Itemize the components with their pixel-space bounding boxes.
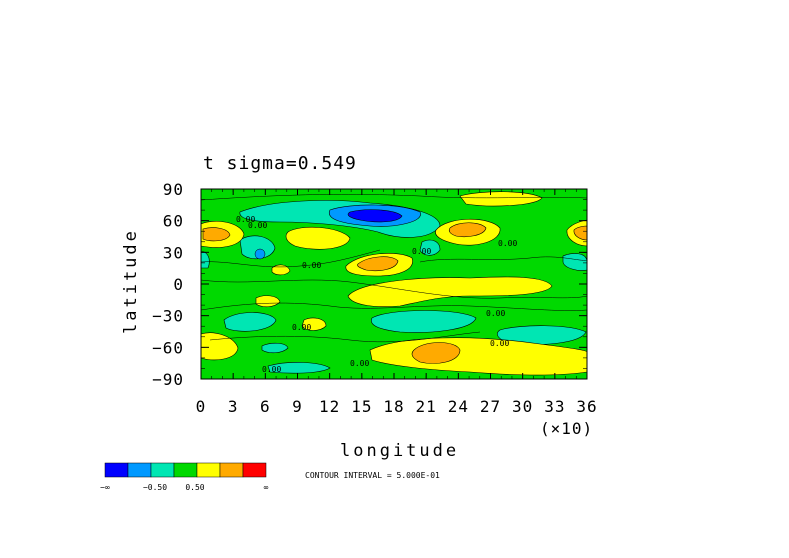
warm-spot-b <box>255 295 281 308</box>
warm-region-1 <box>285 226 351 250</box>
contour-label: 0.00 <box>262 365 281 374</box>
x-tick-label: 21 <box>416 397 437 416</box>
cyan-region-south-4 <box>261 342 289 354</box>
blue-spot-1 <box>254 248 266 260</box>
x-multiplier-label: (×10) <box>540 419 593 438</box>
contour-label: 0.00 <box>412 247 431 256</box>
cyan-region-south-3 <box>497 325 587 345</box>
y-tick-label: 90 <box>163 180 184 199</box>
contour-label: 0.00 <box>490 339 509 348</box>
x-tick-label: 18 <box>383 397 404 416</box>
contour-label: 0.00 <box>236 215 255 224</box>
contour-interval-note: CONTOUR INTERVAL = 5.000E-01 <box>305 471 440 480</box>
x-tick-labels: 0 3 6 9 12 15 18 21 24 27 30 33 36 <box>196 397 597 416</box>
colorbar-label: −∞ <box>100 483 110 492</box>
warm-spot-a <box>271 264 291 276</box>
y-tick-label: 0 <box>173 275 184 294</box>
plot-area: 0.000.000.000.000.000.000.000.000.000.00 <box>200 188 588 380</box>
colorbar-swatch <box>104 462 129 478</box>
tick-marks <box>200 188 588 380</box>
warm-strip-top <box>459 191 543 207</box>
y-tick-label: 30 <box>163 243 184 262</box>
cyan-spot-4 <box>200 251 210 269</box>
y-axis-label: latitude <box>121 228 141 334</box>
orange-region-west <box>202 227 231 242</box>
cyan-spot-1 <box>239 235 276 260</box>
dark-blue-core <box>347 209 403 223</box>
colorbar <box>104 462 267 478</box>
y-tick-labels: 90 60 30 0 −30 −60 −90 <box>152 180 184 389</box>
x-tick-label: 33 <box>544 397 565 416</box>
contour-label: 0.00 <box>498 239 517 248</box>
colorbar-label: −0.50 <box>143 483 167 492</box>
x-tick-label: 30 <box>512 397 533 416</box>
contour-labels: 0.000.000.000.000.000.000.000.000.000.00 <box>236 215 517 374</box>
x-tick-label: 27 <box>480 397 501 416</box>
y-tick-label: 60 <box>163 212 184 231</box>
x-tick-label: 3 <box>228 397 239 416</box>
cyan-region-south-5 <box>267 362 331 374</box>
y-tick-label: −90 <box>152 370 184 389</box>
orange-region-south <box>411 342 461 364</box>
warm-region-sw <box>200 332 239 361</box>
x-tick-label: 24 <box>448 397 469 416</box>
x-axis-label: longitude <box>340 441 459 461</box>
colorbar-label: 0.50 <box>185 483 204 492</box>
orange-region-3 <box>448 222 487 238</box>
colorbar-label: ∞ <box>264 483 269 492</box>
contour-label: 0.00 <box>350 359 369 368</box>
cyan-region-south-2 <box>371 310 477 333</box>
colorbar-swatch <box>242 462 267 478</box>
x-tick-label: 9 <box>292 397 303 416</box>
colorbar-swatch <box>127 462 152 478</box>
cyan-spot-2 <box>419 239 441 256</box>
orange-region-2 <box>357 256 399 272</box>
colorbar-labels: −∞ −0.50 0.50 ∞ <box>100 483 268 492</box>
colorbar-swatch <box>196 462 221 478</box>
contour-label: 0.00 <box>486 309 505 318</box>
colorbar-swatch <box>173 462 198 478</box>
warm-spot-c <box>301 317 327 331</box>
x-tick-label: 12 <box>319 397 340 416</box>
x-tick-label: 6 <box>260 397 271 416</box>
warm-band-equator <box>347 276 553 307</box>
y-tick-label: −30 <box>152 307 184 326</box>
contour-label: 0.00 <box>302 261 321 270</box>
contour-label: 0.00 <box>292 323 311 332</box>
colorbar-swatch <box>219 462 244 478</box>
chart-title: t sigma=0.549 <box>203 153 357 174</box>
cyan-region-south-1 <box>223 312 277 332</box>
colorbar-swatch <box>150 462 175 478</box>
x-tick-label: 0 <box>196 397 207 416</box>
contour-lines <box>200 194 588 343</box>
x-tick-label: 15 <box>351 397 372 416</box>
contour-label: 0.00 <box>248 221 267 230</box>
x-tick-label: 36 <box>576 397 597 416</box>
y-tick-label: −60 <box>152 338 184 357</box>
